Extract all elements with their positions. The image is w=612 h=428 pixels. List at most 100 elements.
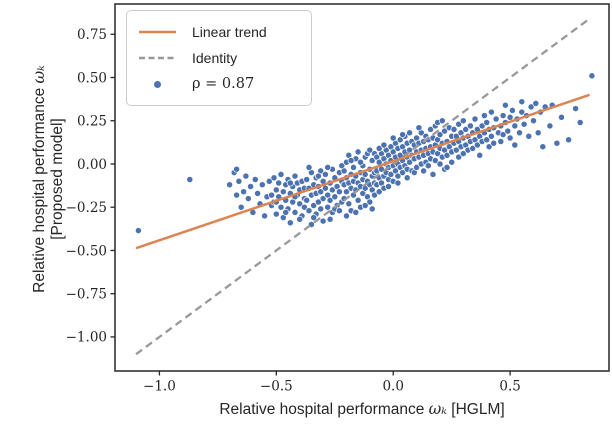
data-point [226,181,234,189]
data-point [314,172,322,180]
data-point [565,136,573,144]
dashed-line-icon [139,56,176,60]
data-point [518,98,526,106]
identity-swatch-container [139,55,176,61]
data-point [275,179,283,187]
data-point [436,131,444,139]
data-point [520,120,528,128]
data-point [534,129,542,137]
axes-spines [114,3,610,372]
data-point [483,136,491,144]
data-point [490,139,498,147]
data-point [286,179,294,187]
data-point [233,191,241,199]
y-axis-label-line2: [Proposed model] [49,118,67,240]
data-point [530,117,537,125]
data-point [317,188,325,196]
data-point [450,125,458,133]
data-point [436,160,444,168]
data-point [492,115,500,123]
legend-item-identity: Identity [139,45,305,71]
data-point [387,170,395,178]
data-point [272,186,280,194]
data-point [380,141,388,149]
data-point [420,167,428,175]
data-point [291,172,299,180]
data-point [462,125,470,133]
x-tick-label: −0.5 [260,379,293,395]
identity-line [135,19,588,356]
data-point [399,169,407,177]
data-point [240,188,248,196]
data-point [375,144,383,152]
data-point [340,167,348,175]
data-point [296,200,304,208]
identity-line-path [135,19,588,356]
data-point [279,188,287,196]
data-point [406,158,414,166]
data-point [448,158,456,166]
data-point [366,198,374,206]
y-tick-label: 0.50 [77,70,107,86]
data-point [277,203,285,211]
data-point [518,108,526,116]
data-point [277,170,285,178]
data-point [317,205,325,213]
y-tick-label: 0.00 [77,157,107,173]
data-point [343,212,350,220]
data-point [303,196,311,204]
data-point [403,174,411,182]
trend-line [135,93,590,250]
data-point [525,132,533,140]
data-point [471,115,479,123]
data-point [303,176,311,183]
data-point [511,122,519,130]
dot-swatch-container [139,80,176,88]
data-point [354,196,362,204]
data-point [511,141,519,149]
data-point [357,158,364,166]
data-point [478,122,486,130]
data-point [415,124,423,132]
x-tick-label: 0.0 [382,379,403,395]
data-point [326,196,334,204]
legend-label-linear-trend: Linear trend [192,24,267,40]
data-point [487,132,495,140]
data-point [319,217,327,225]
data-point [265,177,273,185]
data-point [319,195,327,203]
data-point [558,113,565,121]
data-point [506,134,514,142]
scatter-points [134,72,596,235]
y-tick-label: 0.25 [77,114,107,130]
data-point [345,200,353,208]
legend-item-linear-trend: Linear trend [139,19,305,45]
data-point [270,174,278,182]
data-point [499,131,507,139]
linear-trend-swatch-container [139,29,176,35]
data-point [466,122,474,130]
data-point [539,143,547,151]
data-point [516,129,523,137]
legend-label-correlation: ρ = 0.87 [192,76,255,92]
data-point [296,215,304,223]
data-point [361,202,369,209]
data-point [532,99,540,107]
data-point [300,203,308,211]
data-point [499,112,507,120]
data-point [368,205,376,213]
data-point [268,191,276,199]
data-point [476,151,484,159]
data-point [354,148,362,156]
data-point [310,202,318,209]
data-point [455,153,463,161]
data-point [443,163,451,171]
scatter-dot-icon [154,80,161,88]
data-point [506,113,514,121]
data-point [406,129,414,137]
data-point [371,191,378,199]
data-point [282,208,290,216]
x-axis-omega-symbol: ωₖ [428,400,447,418]
